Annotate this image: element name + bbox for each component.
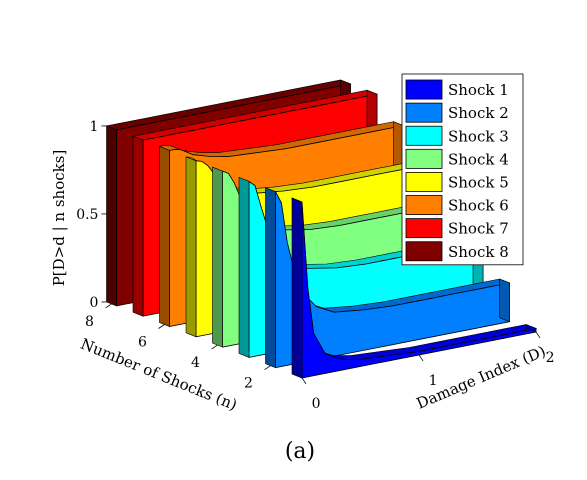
legend-label-shock-3: Shock 3 bbox=[448, 127, 509, 145]
legend-swatch-shock-8 bbox=[405, 241, 443, 262]
ribbon-edge-shock-4 bbox=[212, 166, 223, 348]
n-tick-label: 4 bbox=[191, 355, 200, 371]
legend-swatch-shock-2 bbox=[405, 102, 443, 123]
legend-label-shock-6: Shock 6 bbox=[448, 197, 509, 215]
legend-label-shock-2: Shock 2 bbox=[448, 104, 509, 122]
ribbon-edge-shock-7 bbox=[132, 135, 144, 317]
n-tick-mark bbox=[211, 344, 218, 350]
legend-label-shock-5: Shock 5 bbox=[448, 174, 509, 192]
legend-swatch-shock-5 bbox=[405, 171, 443, 192]
legend-label-shock-7: Shock 7 bbox=[448, 220, 509, 238]
legend-swatch-shock-1 bbox=[405, 79, 443, 100]
legend-label-shock-8: Shock 8 bbox=[448, 243, 509, 261]
x-tick-label: 0 bbox=[312, 396, 321, 412]
x-tick-label: 1 bbox=[429, 373, 438, 389]
n-tick-label: 8 bbox=[85, 314, 94, 330]
n-tick-label: 6 bbox=[138, 335, 147, 351]
n-tick-mark bbox=[105, 303, 112, 309]
ribbon-edge-shock-1 bbox=[291, 197, 303, 379]
x-tick-mark bbox=[301, 377, 307, 385]
n-tick-mark bbox=[264, 365, 271, 371]
legend-label-shock-4: Shock 4 bbox=[448, 150, 509, 168]
legend-label-shock-1: Shock 1 bbox=[448, 81, 509, 99]
ribbon-cap-shock-1 bbox=[525, 324, 537, 333]
z-tick-label: 0 bbox=[90, 295, 99, 311]
ribbon-edge-shock-5 bbox=[185, 156, 197, 338]
ribbon-layer bbox=[105, 79, 538, 379]
x-tick-mark bbox=[418, 354, 424, 362]
legend-swatch-shock-6 bbox=[405, 195, 443, 216]
ribbon-edge-shock-8 bbox=[106, 125, 117, 307]
legend: Shock 1 Shock 2 Shock 3 Shock 4 Shock 5 Shock… bbox=[401, 73, 524, 266]
n-tick-mark bbox=[158, 324, 165, 329]
figure-caption: (a) bbox=[285, 439, 315, 464]
x-tick-label: 2 bbox=[546, 350, 555, 366]
legend-swatch-shock-7 bbox=[405, 218, 443, 239]
n-tick-label: 2 bbox=[244, 376, 253, 392]
legend-swatch-shock-3 bbox=[405, 125, 443, 146]
ribbon-edge-shock-2 bbox=[265, 187, 276, 369]
z-tick-label: 0.5 bbox=[76, 207, 98, 223]
ribbon-edge-shock-6 bbox=[159, 146, 170, 327]
x-tick-mark bbox=[535, 331, 541, 339]
legend-swatch-shock-4 bbox=[405, 148, 443, 169]
ribbon-cap-shock-2 bbox=[499, 278, 510, 323]
z-axis-title: P[D>d | n shocks] bbox=[50, 150, 68, 287]
ribbon-edge-shock-3 bbox=[238, 176, 250, 358]
z-tick-label: 1 bbox=[90, 119, 99, 135]
